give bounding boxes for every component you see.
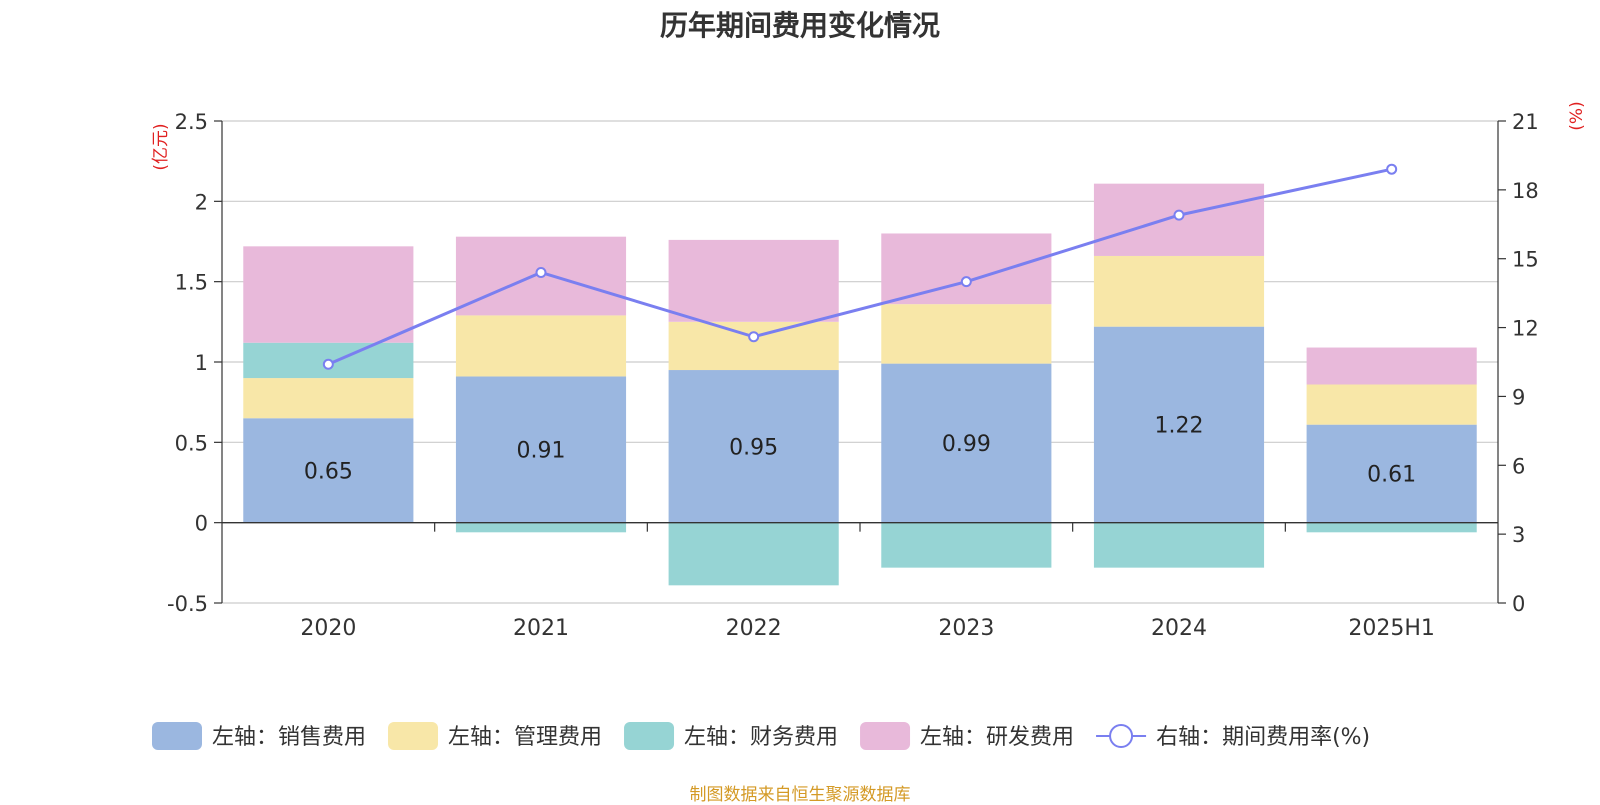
- bar--2020: [243, 418, 414, 523]
- bar--2022: [668, 522, 839, 586]
- bar--2025H1: [1306, 522, 1477, 533]
- x-tick-label: 2024: [1151, 616, 1207, 641]
- right-tick-label: 0: [1512, 592, 1525, 616]
- rate-line: [327, 167, 1392, 366]
- right-tick-label: 21: [1512, 110, 1539, 134]
- bar--2023: [881, 304, 1052, 364]
- bar--2025H1: [1306, 424, 1477, 523]
- x-tick-label: 2021: [513, 616, 569, 641]
- bar-data-label: 0.95: [729, 435, 778, 460]
- legend-marker: [1109, 724, 1134, 748]
- right-tick-label: 15: [1512, 248, 1539, 272]
- x-tick-label: 2023: [938, 616, 994, 641]
- left-axis-unit: (亿元): [151, 123, 171, 170]
- legend: 左轴：销售费用 左轴：管理费用 左轴：财务费用 左轴：研发费用 右轴：期间费用率(%): [152, 722, 1370, 750]
- bar--2020: [243, 246, 414, 343]
- left-tick-label: 2.5: [175, 110, 208, 134]
- legend-label: 左轴：研发费用: [920, 725, 1074, 750]
- bar-data-label: 0.65: [304, 459, 353, 484]
- source-note: 制图数据来自恒生聚源数据库: [689, 785, 911, 805]
- rate-point: [1386, 163, 1398, 175]
- bar--2021: [455, 315, 627, 377]
- right-tick-label: 6: [1512, 454, 1525, 478]
- bar--2024: [1093, 326, 1265, 523]
- bar--2022: [668, 239, 839, 322]
- bar--2025H1: [1306, 347, 1477, 385]
- data-labels: 0.65 0.91 0.95 0.99 1.22 0.61: [304, 414, 1416, 488]
- bar--2024: [1093, 255, 1265, 327]
- chart-title: 历年期间费用变化情况: [659, 9, 940, 42]
- rate-point: [960, 276, 972, 288]
- right-tick-label: 18: [1512, 179, 1539, 203]
- left-tick-label: 2: [195, 190, 208, 214]
- left-tick-label: 0.5: [175, 431, 208, 455]
- rate-point: [322, 358, 334, 370]
- x-tick-label: 2022: [726, 616, 782, 641]
- rate-point: [748, 331, 760, 343]
- legend-swatch: [860, 722, 911, 750]
- x-tick-label: 2025H1: [1348, 616, 1435, 641]
- bar--2023: [881, 363, 1052, 523]
- legend-label: 右轴：期间费用率(%): [1156, 725, 1370, 750]
- right-tick-label: 12: [1512, 317, 1539, 341]
- bar--2025H1: [1306, 384, 1477, 425]
- bar-series: [243, 183, 1477, 586]
- left-tick-label: 1: [195, 351, 208, 375]
- bar--2023: [881, 233, 1052, 305]
- right-tick-label: 3: [1512, 523, 1525, 547]
- bar-data-label: 0.91: [517, 439, 566, 464]
- bar-data-label: 0.99: [942, 432, 991, 457]
- left-tick-label: 0: [195, 512, 208, 536]
- legend-label: 左轴：财务费用: [684, 725, 838, 750]
- bar-data-label: 0.61: [1367, 463, 1416, 488]
- legend-label: 左轴：销售费用: [212, 725, 366, 750]
- left-tick-label: -0.5: [167, 592, 208, 616]
- legend-swatch: [624, 722, 675, 750]
- legend-swatch: [152, 722, 202, 750]
- legend-swatch: [388, 722, 439, 750]
- line-series: [322, 163, 1398, 370]
- bar--2023: [881, 522, 1052, 568]
- bar--2021: [455, 522, 627, 533]
- legend-label: 左轴：管理费用: [448, 725, 602, 750]
- right-axis-unit: (%): [1567, 101, 1587, 130]
- left-tick-label: 1.5: [175, 271, 208, 295]
- bar--2024: [1093, 522, 1265, 568]
- rate-point: [535, 266, 547, 278]
- bar--2022: [668, 370, 839, 523]
- bar--2020: [243, 378, 414, 419]
- bar--2021: [455, 376, 627, 523]
- bar--2022: [668, 321, 839, 371]
- right-tick-label: 9: [1512, 385, 1525, 409]
- bar-data-label: 1.22: [1155, 414, 1204, 439]
- rate-point: [1173, 209, 1185, 221]
- axes: 2.5 2 1.5 1 0.5 0 -0.5 21 18 15 12 9 6 3 0 (亿元) (%) 2020 2…: [151, 101, 1587, 641]
- x-tick-label: 2020: [300, 616, 356, 641]
